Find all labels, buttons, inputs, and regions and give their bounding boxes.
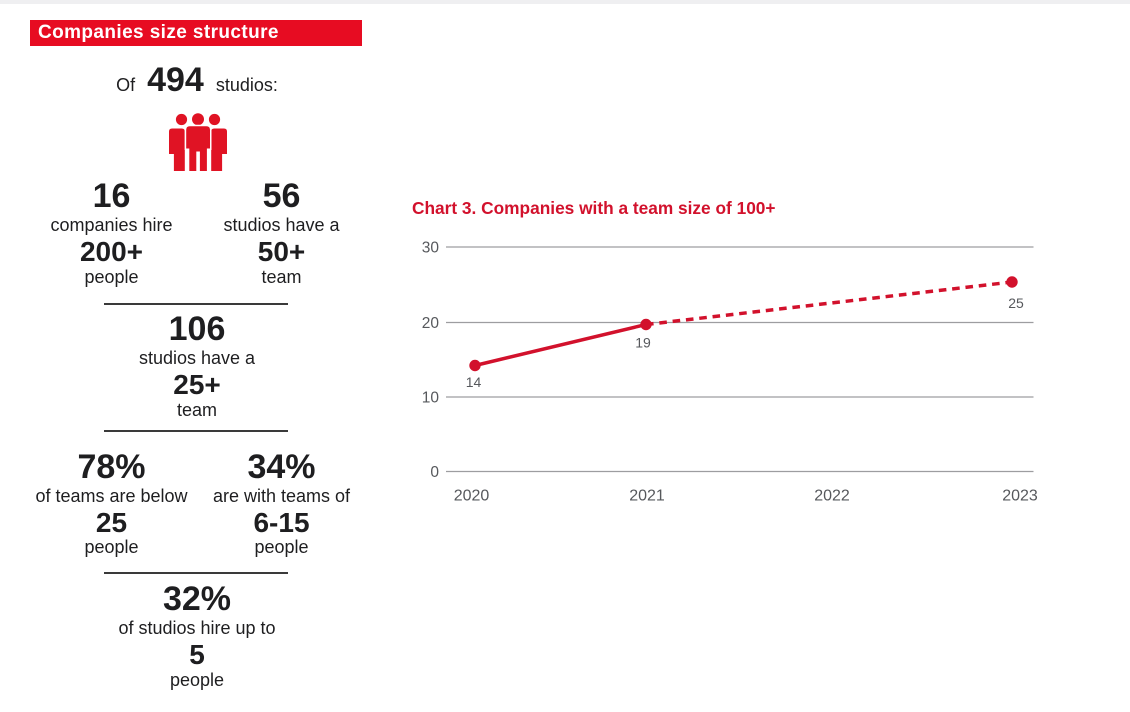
svg-text:30: 30 xyxy=(422,240,440,257)
svg-text:14: 14 xyxy=(466,374,482,390)
svg-text:0: 0 xyxy=(430,464,439,481)
svg-text:2023: 2023 xyxy=(1002,488,1038,505)
svg-text:10: 10 xyxy=(422,390,440,407)
svg-text:2022: 2022 xyxy=(814,488,850,505)
svg-text:Chart 3. Companies with a team: Chart 3. Companies with a team size of 1… xyxy=(412,198,776,218)
svg-text:25: 25 xyxy=(1008,295,1024,311)
svg-text:20: 20 xyxy=(422,315,440,332)
svg-text:19: 19 xyxy=(635,335,651,351)
svg-text:2021: 2021 xyxy=(629,488,665,505)
svg-text:2020: 2020 xyxy=(454,488,490,505)
